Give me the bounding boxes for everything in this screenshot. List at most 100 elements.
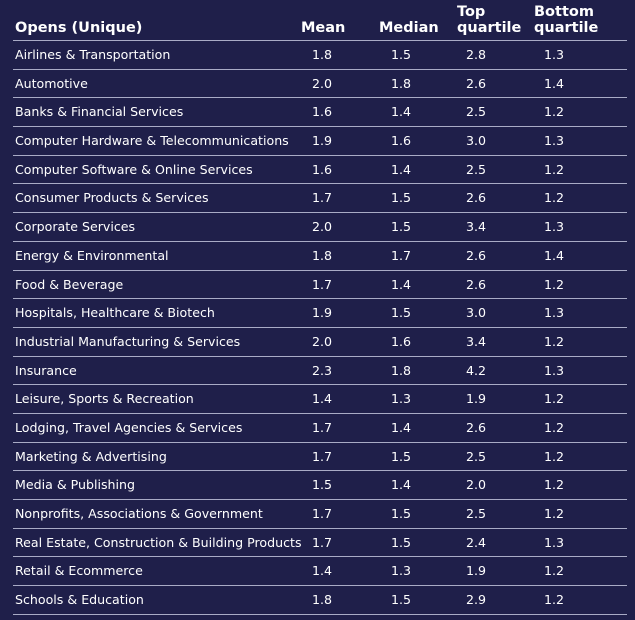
row-mean: 1.9 (311, 305, 333, 321)
row-median: 1.5 (390, 305, 412, 321)
header-bottom-quartile-line1: Bottom (534, 4, 594, 20)
row-industry-name: Insurance (15, 362, 77, 378)
row-industry-name: Nonprofits, Associations & Government (15, 506, 263, 521)
row-median: 1.5 (390, 190, 412, 206)
table-row: Automotive 2.0 1.8 2.6 1.4 (13, 70, 627, 99)
header-mean: Mean (301, 20, 346, 36)
table-row: Airlines & Transportation 1.8 1.5 2.8 1.3 (13, 41, 627, 70)
row-industry-name: Hospitals, Healthcare & Biotech (15, 305, 215, 321)
row-industry-name: Automotive (15, 75, 88, 91)
row-bottom-quartile: 1.3 (543, 133, 565, 149)
row-median: 1.6 (390, 133, 412, 149)
row-industry-name: Leisure, Sports & Recreation (15, 391, 194, 407)
row-mean: 2.0 (311, 75, 333, 91)
row-bottom-quartile: 1.3 (543, 47, 565, 62)
row-bottom-quartile: 1.2 (543, 104, 565, 120)
table-header: Opens (Unique) Mean Median Top quartile … (13, 0, 627, 41)
row-mean: 1.7 (311, 448, 333, 464)
row-median: 1.5 (390, 219, 412, 235)
header-bottom-quartile-line2: quartile (534, 20, 599, 36)
row-median: 1.3 (390, 563, 412, 579)
row-mean: 2.0 (311, 333, 333, 349)
row-median: 1.4 (390, 276, 412, 292)
table-row: Consumer Products & Services 1.7 1.5 2.6 1.2 (13, 184, 627, 214)
row-bottom-quartile: 1.2 (543, 477, 565, 493)
table-row: Retail & Ecommerce 1.4 1.3 1.9 1.2 (13, 557, 627, 587)
row-industry-name: Corporate Services (15, 219, 136, 235)
row-top-quartile: 3.4 (465, 333, 487, 349)
row-top-quartile: 3.0 (465, 305, 487, 321)
row-top-quartile: 2.6 (465, 190, 487, 206)
row-mean: 1.4 (311, 563, 333, 579)
row-top-quartile: 2.0 (465, 477, 487, 493)
row-top-quartile: 2.9 (465, 592, 487, 608)
table-row: Real Estate, Construction & Building Pro… (13, 529, 627, 558)
row-bottom-quartile: 1.2 (543, 592, 565, 608)
row-top-quartile: 2.6 (465, 419, 487, 435)
table-row: Schools & Education 1.8 1.5 2.9 1.2 (13, 586, 627, 615)
table-row: Hospitals, Healthcare & Biotech 1.9 1.5 3.0… (13, 299, 627, 328)
row-median: 1.4 (390, 477, 412, 493)
table-row: Banks & Financial Services 1.6 1.4 2.5 1.2 (13, 98, 627, 128)
row-top-quartile: 3.0 (465, 133, 487, 149)
row-industry-name: Lodging, Travel Agencies & Services (15, 419, 243, 435)
table-row: Food & Beverage 1.7 1.4 2.6 1.2 (13, 271, 627, 300)
row-industry-name: Banks & Financial Services (15, 104, 184, 120)
row-bottom-quartile: 1.3 (543, 305, 565, 321)
table-body: Airlines & Transportation 1.8 1.5 2.8 1.3 Aut… (13, 41, 627, 615)
opens-table: Opens (Unique) Mean Median Top quartile … (13, 0, 627, 615)
row-industry-name: Energy & Environmental (15, 247, 169, 263)
row-industry-name: Food & Beverage (15, 276, 124, 292)
row-top-quartile: 2.5 (465, 506, 487, 521)
table-row: Media & Publishing 1.5 1.4 2.0 1.2 (13, 471, 627, 500)
header-top-quartile-line1: Top (457, 4, 486, 20)
row-mean: 1.8 (311, 47, 333, 62)
row-bottom-quartile: 1.3 (543, 362, 565, 378)
row-bottom-quartile: 1.3 (543, 534, 565, 550)
row-mean: 1.7 (311, 506, 333, 521)
row-median: 1.5 (390, 47, 412, 62)
row-median: 1.5 (390, 534, 412, 550)
row-industry-name: Airlines & Transportation (15, 47, 171, 62)
row-bottom-quartile: 1.2 (543, 448, 565, 464)
table-row: Computer Hardware & Telecommunications 1.… (13, 127, 627, 156)
row-median: 1.4 (390, 161, 412, 177)
row-mean: 1.6 (311, 104, 333, 120)
row-bottom-quartile: 1.4 (543, 75, 565, 91)
row-industry-name: Media & Publishing (15, 477, 136, 493)
row-median: 1.4 (390, 104, 412, 120)
row-mean: 1.8 (311, 247, 333, 263)
header-opens-unique: Opens (Unique) (15, 20, 143, 36)
row-mean: 1.7 (311, 276, 333, 292)
table-row: Nonprofits, Associations & Government 1.7… (13, 500, 627, 529)
row-mean: 1.8 (311, 592, 333, 608)
row-top-quartile: 2.5 (465, 448, 487, 464)
row-industry-name: Computer Hardware & Telecommunications (15, 133, 289, 149)
table-row: Lodging, Travel Agencies & Services 1.7 1.… (13, 414, 627, 443)
row-bottom-quartile: 1.2 (543, 391, 565, 407)
header-median: Median (379, 20, 439, 36)
row-mean: 1.9 (311, 133, 333, 149)
row-mean: 1.7 (311, 419, 333, 435)
row-industry-name: Marketing & Advertising (15, 448, 167, 464)
row-bottom-quartile: 1.2 (543, 419, 565, 435)
header-top-quartile-line2: quartile (457, 20, 522, 36)
table-row: Computer Software & Online Services 1.6 1.… (13, 156, 627, 185)
row-industry-name: Computer Software & Online Services (15, 161, 253, 177)
table-row: Leisure, Sports & Recreation 1.4 1.3 1.9 1.2 (13, 385, 627, 414)
row-top-quartile: 2.5 (465, 161, 487, 177)
row-industry-name: Consumer Products & Services (15, 190, 209, 206)
row-top-quartile: 2.4 (465, 534, 487, 550)
row-bottom-quartile: 1.2 (543, 333, 565, 349)
table-row: Industrial Manufacturing & Services 2.0 1.… (13, 328, 627, 357)
row-industry-name: Real Estate, Construction & Building Pro… (15, 534, 302, 550)
header-bottom-quartile: Bottom quartile (534, 4, 598, 36)
row-industry-name: Schools & Education (15, 592, 144, 608)
row-mean: 1.5 (311, 477, 333, 493)
row-median: 1.8 (390, 75, 412, 91)
row-industry-name: Retail & Ecommerce (15, 563, 143, 579)
row-top-quartile: 2.6 (465, 75, 487, 91)
row-bottom-quartile: 1.2 (543, 563, 565, 579)
row-bottom-quartile: 1.2 (543, 161, 565, 177)
row-median: 1.4 (390, 419, 412, 435)
